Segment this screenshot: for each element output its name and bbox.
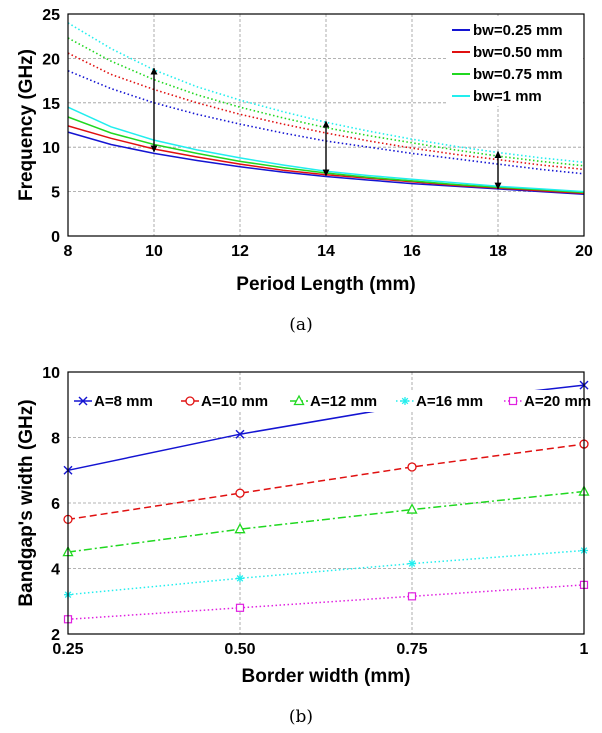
chart-a-y-axis-label: Frequency (GHz) [16,49,37,201]
chart-a-x-tick: 18 [489,243,507,260]
chart-b-series-line [67,443,585,521]
chart-a-x-tick: 16 [403,243,421,260]
chart-b-legend-label: A=10 mm [201,393,268,410]
chart-b-point [234,522,246,534]
chart-a-x-tick: 14 [317,243,335,260]
chart-b-point [407,592,417,601]
chart-a-y-tick: 15 [42,96,60,113]
chart-b-x-axis-label: Border width (mm) [242,666,411,687]
chart-b-point [235,429,245,439]
chart-b-y-tick: 10 [42,365,60,382]
chart-b-point [236,574,244,583]
chart-a-plot-frame [67,13,585,237]
chart-b-point [235,488,245,498]
chart-a-legend-label: bw=1 mm [473,88,542,105]
chart-a-y-tick: 0 [51,229,60,246]
chart-b-y-tick: 6 [51,496,60,513]
chart-a-legend: bw=0.25 mm bw=0.50 mm bw=0.75 mm bw=1 mm [446,16,582,106]
chart-a-x-tick: 20 [575,243,593,260]
chart-a-x-tick-labels: 8 10 12 14 16 18 20 [64,243,593,260]
chart-b-point [408,559,416,568]
chart-b-point [406,503,418,514]
chart-b-legend-label: A=8 mm [94,393,153,410]
chart-a-y-tick-labels: 0 5 10 15 20 25 [42,7,60,246]
chart-a-x-axis-label: Period Length (mm) [236,274,415,295]
chart-b-y-tick: 4 [51,562,60,579]
chart-b-point [407,462,417,472]
chart-b-legend-label: A=20 mm [524,393,591,410]
chart-a-legend-label: bw=0.75 mm [473,66,563,83]
chart-a-legend-label: bw=0.25 mm [473,22,563,39]
chart-b-series-line [67,490,585,553]
chart-a-x-tick: 10 [145,243,163,260]
chart-a-legend-label: bw=0.50 mm [473,44,563,61]
chart-b-bandgap-vs-border: 0.25 0.50 0.75 1 2 4 6 8 10 Border width (mm) B… [16,365,591,687]
chart-a-y-tick: 5 [51,185,60,202]
chart-b-y-tick-labels: 2 4 6 8 10 [42,365,60,644]
chart-b-x-tick: 0.25 [52,641,83,658]
chart-b-y-tick: 8 [51,431,60,448]
chart-b-point [293,394,305,406]
chart-b-point [401,397,409,405]
chart-a-y-tick: 20 [42,51,60,68]
chart-a-y-tick: 10 [42,140,60,157]
chart-b-x-tick-labels: 0.25 0.50 0.75 1 [52,641,588,658]
chart-b-x-tick: 0.50 [224,641,255,658]
chart-b-legend-label: A=16 mm [416,393,483,410]
chart-b-y-tick: 2 [51,627,60,644]
chart-b-point [78,396,88,406]
caption-b: (b) [289,707,313,727]
chart-a-x-tick: 8 [64,243,73,260]
chart-b-legend-label: A=12 mm [310,393,377,410]
chart-b-legend-box [72,390,580,412]
caption-a: (a) [289,315,312,335]
chart-a-y-tick: 25 [42,7,60,24]
chart-b-x-tick: 1 [580,641,589,658]
chart-a-frequency-vs-period: 8 10 12 14 16 18 20 0 5 10 15 20 25 Period Length (… [16,7,593,295]
chart-a-x-tick: 12 [231,243,249,260]
chart-b-plot-frame [67,371,585,635]
chart-b-x-tick: 0.75 [396,641,427,658]
chart-b-point [185,396,195,406]
chart-b-legend: A=8 mm A=10 mm A=12 mm A=16 mm A=20 mm [72,390,591,412]
chart-b-point [235,603,245,612]
chart-a-arrows [150,67,502,190]
chart-b-point [508,396,518,406]
chart-b-gridlines [68,372,584,634]
chart-b-y-axis-label: Bandgap's width (GHz) [16,399,37,606]
